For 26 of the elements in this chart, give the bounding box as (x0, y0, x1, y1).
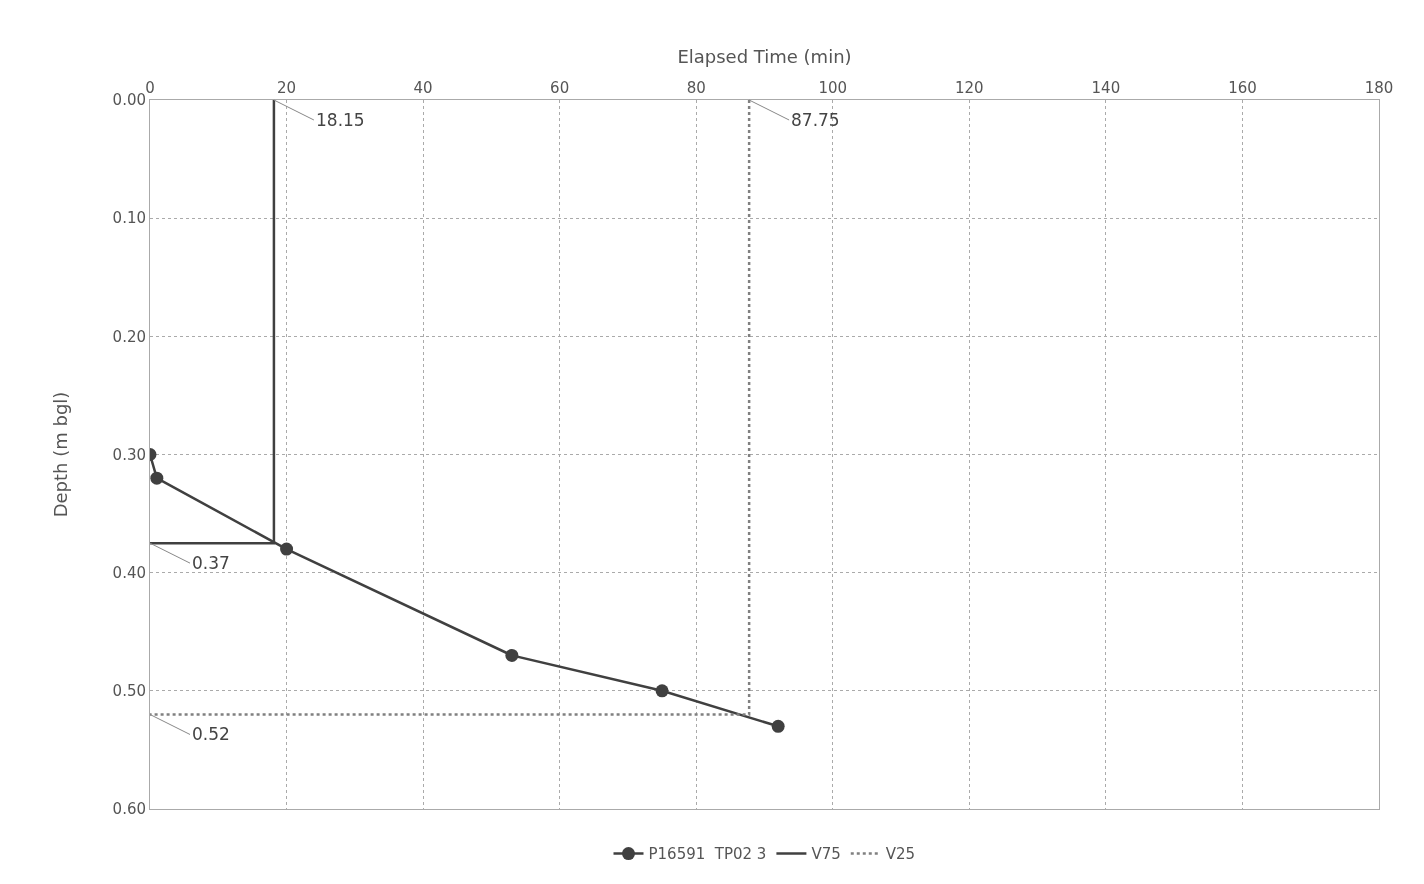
y-tick-label: 0.10 (112, 209, 146, 228)
x-axis-title: Elapsed Time (min) (677, 46, 852, 68)
annotation: 87.75 (791, 110, 840, 130)
y-tick-label: 0.40 (112, 563, 146, 582)
x-tick-label: 160 (1228, 79, 1257, 97)
annotation: 0.52 (192, 724, 230, 744)
y-tick-label: 0.00 (112, 91, 146, 110)
annotation: 18.15 (316, 110, 365, 130)
legend-label: P16591 TP02 3 (648, 845, 767, 864)
x-tick-label: 100 (818, 79, 848, 97)
annotation: 0.37 (192, 553, 230, 573)
y-tick-label: 0.50 (112, 682, 146, 701)
x-tick-label: 80 (686, 79, 706, 97)
x-tick-label: 180 (1364, 79, 1394, 97)
x-tick-label: 40 (413, 79, 433, 97)
y-tick-label: 0.30 (112, 445, 146, 464)
x-tick-label: 140 (1091, 79, 1121, 97)
x-tick-label: 120 (955, 79, 984, 97)
legend-label: V75 (811, 845, 841, 864)
y-tick-label: 0.60 (112, 800, 146, 819)
y-tick-label: 0.20 (112, 327, 146, 346)
x-tick-label: 20 (277, 79, 297, 97)
y-axis-title: Depth (m bgl) (49, 391, 71, 518)
legend-label: V25 (885, 845, 916, 864)
x-tick-label: 0 (145, 79, 155, 97)
x-tick-label: 60 (550, 79, 570, 97)
